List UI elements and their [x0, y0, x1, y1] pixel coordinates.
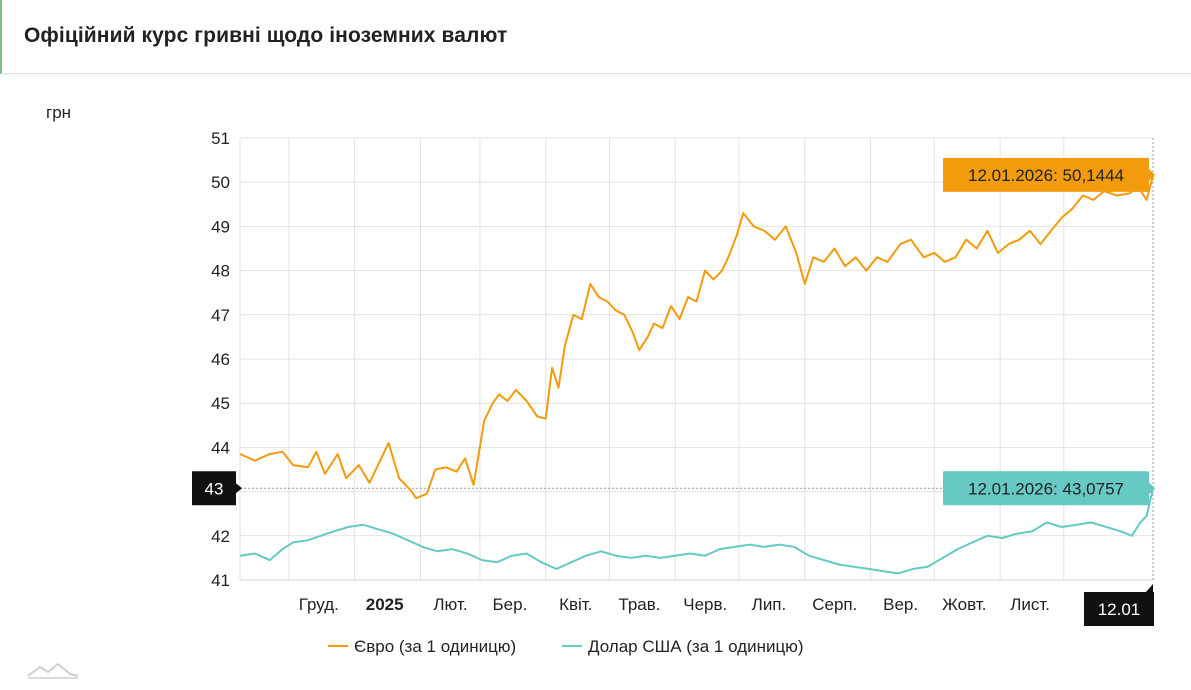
crosshair-y-label-box: [192, 471, 236, 506]
tooltip-usd-pointer: [1149, 482, 1155, 495]
x-tick-label: Жовт.: [942, 595, 986, 614]
page-header: Офіційний курс гривні щодо іноземних вал…: [0, 0, 1191, 74]
y-tick-label: 45: [211, 394, 230, 413]
series-line-usd: [239, 488, 1154, 575]
y-tick-label: 42: [211, 527, 230, 546]
tooltip-usd-text: 12.01.2026: 43,0757: [968, 479, 1124, 498]
x-tick-label: Черв.: [683, 595, 727, 614]
y-tick-label: 46: [211, 350, 230, 369]
y-tick-label: 49: [211, 217, 230, 236]
crosshair-y-label-pointer: [236, 483, 242, 494]
legend-label-usd: Долар США (за 1 одиницю): [588, 637, 804, 656]
y-axis-label: грн: [46, 103, 71, 122]
logo-mark-icon: [27, 662, 79, 679]
y-tick-label: 44: [211, 438, 230, 457]
exchange-rate-chart[interactable]: грн 41 42 43 44 45 46 47 48 49 50 51 Груд. 2025 Лют. Бе…: [0, 74, 1191, 690]
x-tick-label: Вер.: [883, 595, 918, 614]
x-tick-label: Лип.: [752, 595, 787, 614]
x-tick-label: Бер.: [493, 595, 528, 614]
crosshair-y-label: 43: [205, 479, 224, 498]
tooltip-usd-box: [943, 471, 1149, 506]
page-title: Офіційний курс гривні щодо іноземних вал…: [24, 24, 508, 47]
tooltip-eur-text: 12.01.2026: 50,1444: [968, 166, 1124, 185]
crosshair-x-label: 12.01: [1098, 600, 1141, 619]
x-tick-label: Лист.: [1010, 595, 1050, 614]
crosshair-x-label-box: [1084, 592, 1154, 626]
x-tick-label: Серп.: [812, 595, 857, 614]
legend-label-eur: Євро (за 1 одиницю): [354, 637, 516, 656]
x-tick-label: Квіт.: [559, 595, 592, 614]
x-tick-label: Трав.: [618, 595, 660, 614]
y-tick-label: 48: [211, 262, 230, 281]
tooltip-eur-pointer: [1149, 168, 1155, 181]
y-tick-label: 47: [211, 306, 230, 325]
series-line-eur: [239, 175, 1154, 500]
y-tick-label: 50: [211, 173, 230, 192]
crosshair-x-label-pointer: [1146, 584, 1153, 592]
y-tick-label: 41: [211, 571, 230, 590]
x-tick-label: Груд.: [299, 595, 339, 614]
x-tick-label: 2025: [366, 595, 404, 614]
tooltip-eur-box: [943, 157, 1149, 192]
x-tick-label: Лют.: [433, 595, 467, 614]
y-tick-label: 51: [211, 129, 230, 148]
